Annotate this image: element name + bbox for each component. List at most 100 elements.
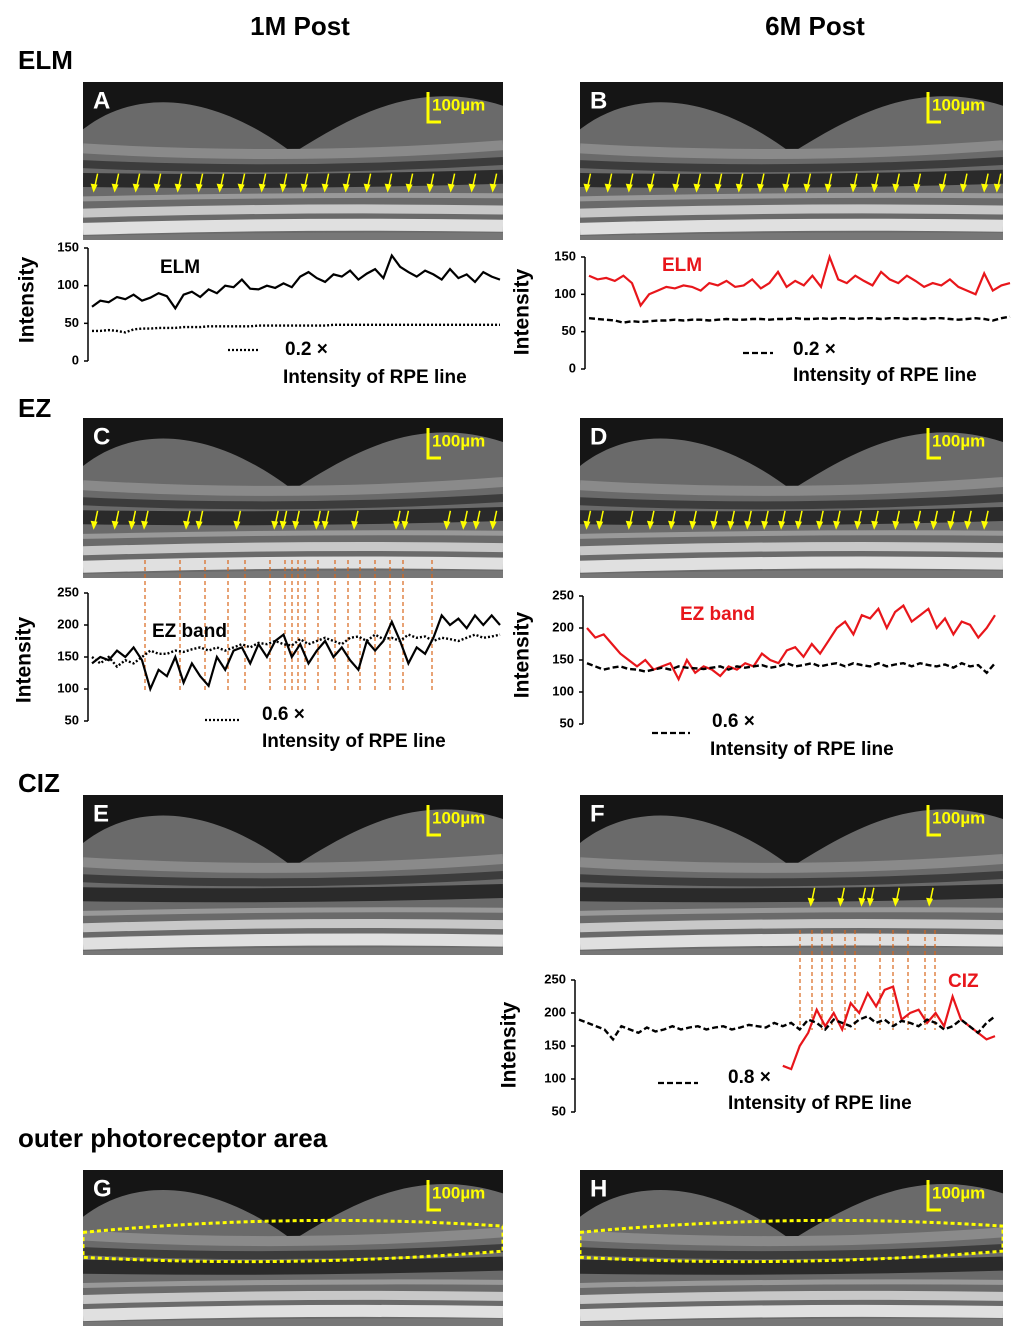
arrow-head — [854, 520, 862, 530]
series-line — [92, 323, 500, 334]
arrow-head — [460, 520, 468, 530]
y-tick-label: 100 — [552, 683, 574, 698]
arrow-head — [993, 183, 1001, 193]
oct-image — [580, 418, 1003, 578]
retina-band — [580, 192, 1003, 202]
retina-band — [580, 907, 1003, 916]
scale-bar — [426, 92, 441, 124]
column-title: 1M Post — [250, 11, 350, 41]
retina-band — [580, 1227, 1003, 1247]
y-tick-label: 200 — [57, 616, 79, 631]
y-tick-label: 100 — [57, 277, 79, 292]
annotation: Intensity of RPE line — [793, 365, 977, 386]
arrow-head — [849, 183, 857, 193]
retina-band — [83, 1304, 503, 1322]
y-axis-label: Intensity — [511, 612, 534, 699]
arrow-head — [468, 183, 476, 193]
scale-label: 100µm — [432, 808, 485, 827]
y-tick-label: 250 — [57, 584, 79, 599]
y-tick-label: 150 — [544, 1037, 566, 1052]
arrow-head — [833, 520, 841, 530]
retina-band — [580, 1290, 1003, 1304]
retina-band — [83, 204, 503, 218]
legend-label: 0.2 × — [285, 339, 328, 360]
arrow-head — [744, 520, 752, 530]
arrow-head — [646, 183, 654, 193]
y-axis-label: Intensity — [16, 257, 39, 344]
arrow-head — [981, 520, 989, 530]
arrow-head — [959, 183, 967, 193]
panel-letter: G — [93, 1175, 112, 1202]
arrow-head — [489, 183, 497, 193]
arrow-head — [292, 520, 300, 530]
arrow-head — [393, 520, 400, 530]
arrow-head — [426, 183, 434, 193]
scale-bar — [426, 428, 441, 460]
retina-band — [83, 1256, 503, 1275]
y-tick-label: 250 — [544, 971, 566, 986]
arrow-head — [195, 520, 203, 530]
y-tick-label: 0 — [569, 360, 576, 375]
retina-band — [580, 157, 1003, 173]
arrow-head — [913, 520, 921, 530]
scale-label: 100µm — [932, 95, 985, 114]
arrow-head — [672, 183, 680, 193]
y-tick-label: 50 — [65, 315, 79, 330]
arrow-head — [714, 183, 722, 193]
arrow-head — [913, 183, 921, 193]
y-tick-label: 100 — [554, 286, 576, 301]
retina-band — [580, 933, 1003, 950]
series-line — [588, 253, 1011, 308]
retina-band — [580, 204, 1003, 218]
scale-label: 100µm — [432, 431, 485, 450]
retina-band — [83, 157, 503, 173]
retina-band — [83, 530, 503, 539]
arrow-head — [727, 520, 735, 530]
panel-letter: C — [93, 423, 110, 450]
panel-letter: H — [590, 1175, 607, 1202]
legend-label: 0.2 × — [793, 339, 836, 360]
panel-letter: E — [93, 800, 109, 827]
retina-band — [580, 1279, 1003, 1288]
series-line — [578, 1014, 996, 1042]
y-tick-label: 0 — [72, 352, 79, 367]
arrow-head — [90, 183, 98, 193]
row-title: EZ — [18, 393, 51, 423]
y-axis-label: Intensity — [511, 269, 534, 356]
scale-label: 100µm — [932, 808, 985, 827]
row-title: outer photoreceptor area — [18, 1123, 328, 1153]
arrow-head — [174, 183, 182, 193]
arrow-head — [128, 520, 136, 530]
arrow-head — [761, 520, 769, 530]
retina-band — [83, 871, 503, 887]
series-label: CIZ — [948, 971, 979, 992]
retina-band — [580, 947, 1003, 955]
arrow-head — [258, 183, 266, 193]
arrow-head — [981, 183, 989, 193]
retina-band — [580, 169, 1003, 189]
retina-band — [83, 192, 503, 202]
arrow-head — [237, 183, 245, 193]
retina-band — [83, 1279, 503, 1288]
retina-band — [580, 218, 1003, 235]
arrow-head — [90, 520, 98, 530]
oct-image — [83, 418, 503, 578]
retina-band — [83, 494, 503, 510]
retina-band — [580, 871, 1003, 887]
arrow-head — [871, 520, 879, 530]
retina-band — [83, 542, 503, 556]
arrow-head — [604, 183, 612, 193]
scale-bar — [926, 1180, 941, 1212]
retina-band — [83, 1227, 503, 1247]
arrow-head — [735, 183, 743, 193]
retina-band — [580, 1256, 1003, 1275]
arrow-head — [489, 520, 497, 530]
retina-band — [83, 854, 503, 873]
y-tick-label: 100 — [57, 680, 79, 695]
arrow-head — [384, 183, 392, 193]
arrow-head — [807, 897, 815, 907]
panel-letter: A — [93, 87, 110, 114]
annotation: Intensity of RPE line — [283, 367, 467, 388]
arrow-head — [646, 520, 654, 530]
retina-band — [83, 933, 503, 950]
